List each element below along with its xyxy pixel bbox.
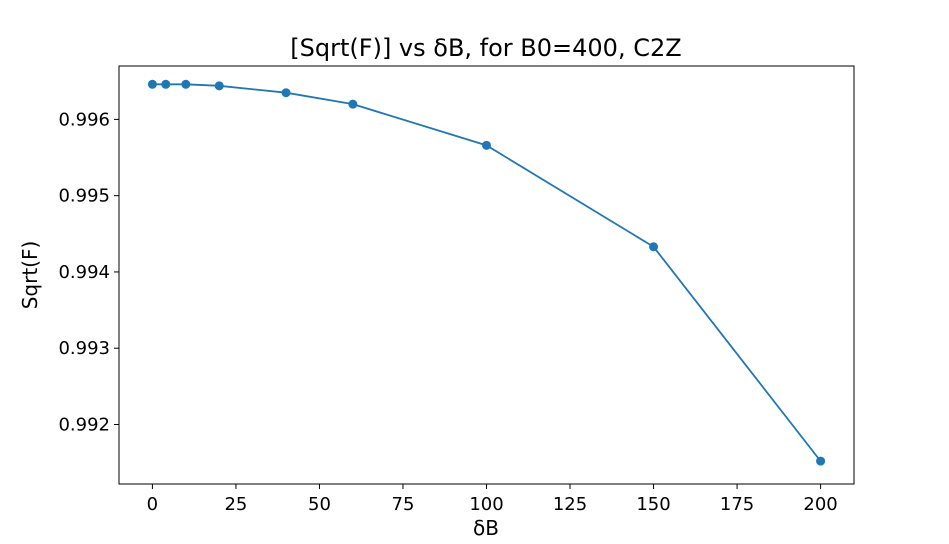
y-axis-label: Sqrt(F) — [18, 241, 42, 310]
chart-title: [Sqrt(F)] vs δB, for B0=400, C2Z — [290, 34, 681, 62]
y-tick-label: 0.993 — [58, 338, 110, 359]
data-point — [147, 79, 157, 89]
x-axis-ticks: 0 25 50 75 100 125 150 175 200 — [147, 484, 838, 515]
data-point — [816, 456, 826, 466]
x-axis-label: δB — [473, 516, 499, 540]
series-layer — [147, 79, 826, 466]
x-tick-label: 50 — [308, 494, 331, 515]
x-tick-label: 100 — [469, 494, 503, 515]
y-tick-label: 0.992 — [58, 415, 110, 436]
x-tick-label: 125 — [553, 494, 587, 515]
x-tick-label: 75 — [392, 494, 415, 515]
data-point — [181, 79, 191, 89]
y-tick-label: 0.994 — [58, 262, 110, 283]
data-point — [482, 140, 491, 150]
x-tick-label: 175 — [720, 494, 754, 515]
data-point — [214, 81, 224, 91]
x-tick-label: 200 — [803, 494, 837, 515]
x-tick-label: 0 — [147, 494, 158, 515]
y-axis-ticks: 0.992 0.993 0.994 0.995 0.996 — [58, 109, 119, 436]
data-point — [649, 242, 659, 252]
data-point — [348, 99, 358, 109]
data-point — [281, 88, 291, 98]
y-tick-label: 0.995 — [58, 186, 110, 207]
x-tick-label: 25 — [224, 494, 247, 515]
x-tick-label: 150 — [636, 494, 670, 515]
data-point — [161, 79, 171, 89]
y-tick-label: 0.996 — [58, 109, 110, 130]
plot-frame — [118, 65, 855, 485]
